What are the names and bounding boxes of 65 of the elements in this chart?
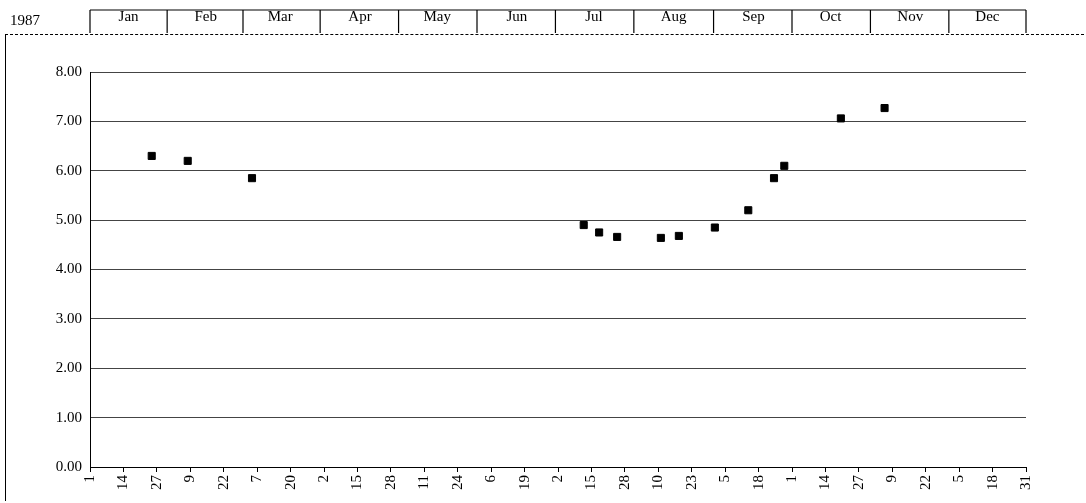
x2-tick-label: Nov	[897, 7, 924, 24]
x-tick-label: 28	[381, 475, 398, 490]
y-tick-label: 4.00	[55, 260, 82, 277]
point	[613, 232, 622, 241]
x-tick-label: 9	[181, 475, 198, 483]
x-tick-label: 15	[348, 475, 365, 490]
x-tick-label: 15	[582, 475, 599, 490]
x-tick-label: 6	[482, 474, 499, 483]
x-tick-label: 23	[682, 475, 699, 490]
x2-tick-label: Sep	[742, 7, 765, 24]
y-tick-label: 3.00	[55, 309, 82, 326]
y-tick-label: 5.00	[55, 211, 82, 228]
point	[247, 174, 257, 183]
x-tick-label: 5	[716, 475, 733, 483]
point	[880, 104, 889, 113]
x-tick-label: 7	[248, 474, 265, 483]
point	[744, 206, 753, 215]
x-tick-label: 27	[849, 474, 866, 490]
x-tick-label: 14	[816, 474, 833, 490]
y-tick-label: 6.00	[55, 161, 82, 178]
x-tick-label: 22	[916, 475, 933, 490]
x-tick-label: 9	[883, 475, 900, 483]
point	[836, 114, 845, 123]
x2-tick-label: Feb	[194, 7, 217, 24]
x-tick-label: 14	[114, 474, 131, 490]
x-tick-label: 28	[615, 475, 632, 490]
x-tick-label: 20	[281, 475, 298, 490]
x-tick-label: 2	[314, 475, 331, 483]
point	[780, 161, 789, 170]
y-tick-label: 1.00	[55, 408, 82, 425]
x-tick-label: 10	[649, 475, 666, 490]
point	[183, 156, 192, 165]
x-tick-label: 31	[1016, 475, 1033, 490]
x-tick-label: 18	[983, 475, 1000, 490]
x-tick-label: 19	[515, 475, 532, 490]
point	[595, 228, 604, 237]
x2-tick-label: Oct	[819, 7, 843, 24]
y-tick-label: 7.00	[55, 112, 82, 129]
x-tick-label: 2	[548, 475, 565, 483]
x2-tick-label: Jan	[118, 7, 140, 24]
point	[579, 221, 588, 230]
y-tick-label: 8.00	[55, 62, 82, 79]
point	[769, 174, 779, 183]
x-tick-label: 27	[147, 474, 164, 490]
x-tick-label: 22	[214, 475, 231, 490]
y-tick-label: 0.00	[55, 457, 82, 474]
x2-tick-label: Jul	[585, 7, 603, 24]
x-tick-label: 1	[782, 475, 799, 483]
point	[656, 233, 665, 242]
x2-tick-label: May	[423, 7, 452, 24]
x2-tick-label: Apr	[348, 7, 372, 24]
x-tick-label: 18	[749, 475, 766, 490]
point	[147, 151, 156, 160]
chart-title: 1987	[10, 12, 41, 29]
point	[674, 231, 683, 240]
y-tick-label: 2.00	[55, 359, 82, 376]
x-tick-label: 5	[950, 475, 967, 483]
x2-tick-label: Dec	[975, 7, 1000, 24]
x-tick-label: 1	[80, 475, 97, 483]
point	[710, 223, 719, 232]
x2-tick-label: Aug	[660, 7, 688, 24]
x2-tick-label: Mar	[267, 7, 293, 24]
x-tick-label: 24	[448, 474, 465, 490]
x-tick-label: 11	[415, 475, 432, 490]
x2-tick-label: Jun	[506, 7, 528, 24]
